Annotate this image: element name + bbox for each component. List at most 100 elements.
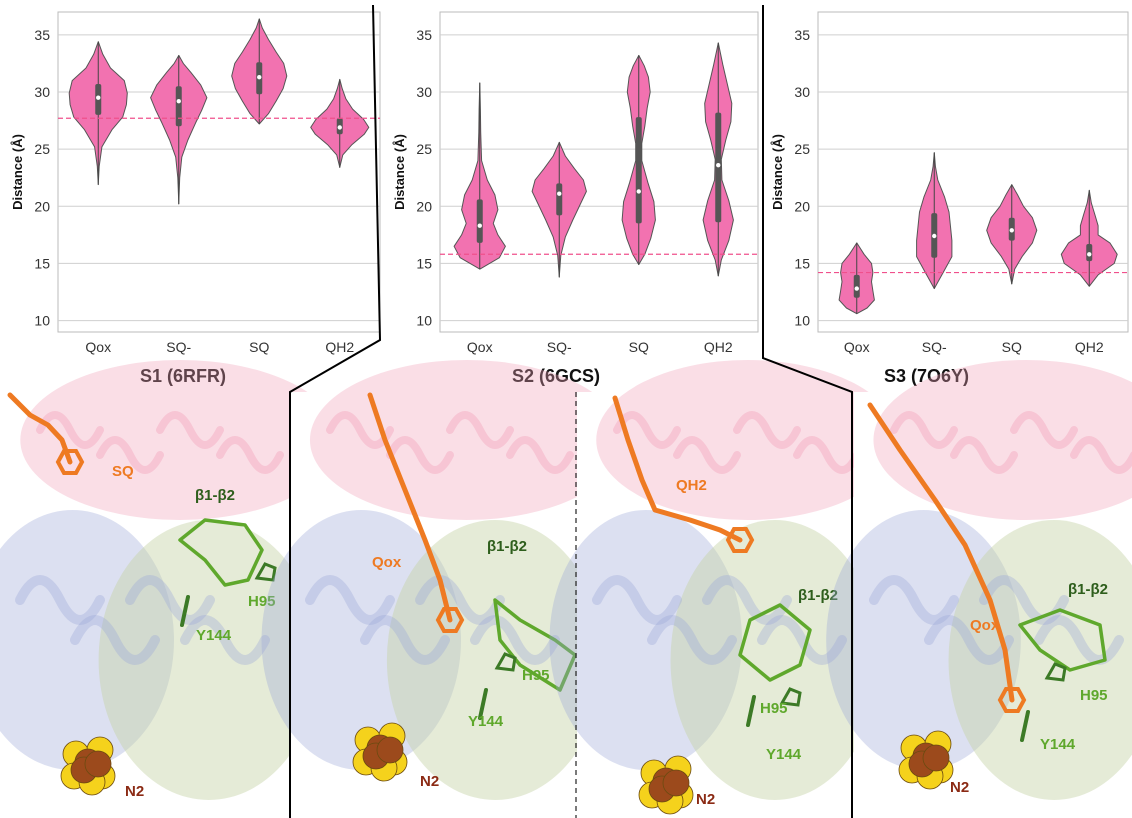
helix-ribbon	[702, 575, 792, 625]
loop-label: β1-β2	[195, 487, 235, 504]
chain-pink-region	[309, 360, 624, 520]
quinone-stick	[7, 392, 73, 465]
x-tick-label: QH2	[704, 339, 733, 355]
helix-ribbon	[924, 615, 1014, 665]
violin-panel-3: 10 15 20 25 30 35 Distance (Å) Qox SQ- SQ QH2 S3 (7…	[770, 11, 1129, 386]
residue-label-y144: Y144	[468, 713, 504, 730]
helix-ribbon	[1070, 436, 1132, 474]
x-tick-label: SQ-	[547, 339, 572, 355]
separator-left	[289, 4, 382, 818]
y-axis-label: Distance (Å)	[770, 134, 785, 210]
y-tick-label: 30	[416, 84, 432, 100]
helix-ribbon	[1034, 615, 1124, 665]
structure-panel-2: Qox β1-β2 H95 Y144 N2	[261, 360, 624, 818]
violin-iqr-box	[715, 112, 722, 223]
helix-ribbon	[613, 411, 681, 449]
y-tick-label: 20	[794, 198, 810, 214]
structure-bg	[290, 392, 575, 818]
chain-green-region	[670, 520, 880, 800]
residue-label-h95: H95	[248, 593, 276, 610]
chain-green-region	[98, 520, 319, 800]
x-tick-label: QH2	[325, 339, 354, 355]
y144-sidechain	[478, 688, 488, 720]
h95-sidechain	[779, 687, 802, 707]
chain-blue-region	[261, 510, 461, 770]
violin-plots: 10 15 20 25 30 35 Distance (Å) Qox SQ- SQ QH2 S1 (6…	[10, 11, 1129, 386]
residue-label-y144: Y144	[766, 746, 802, 763]
helix-ribbon	[470, 615, 560, 665]
violin-median-dot	[337, 125, 342, 130]
panel-title: S1 (6RFR)	[140, 366, 226, 386]
violin-median-dot	[96, 95, 101, 100]
helix-ribbon	[360, 615, 450, 665]
x-tick-label: Qox	[467, 339, 493, 355]
helix-ribbon	[446, 411, 514, 449]
y-tick-label: 10	[34, 313, 50, 329]
x-tick-label: Qox	[844, 339, 870, 355]
cluster-label-n2: N2	[950, 779, 969, 796]
violin-median-dot	[176, 98, 181, 104]
beta1-beta2-loop	[178, 518, 264, 587]
helix-ribbon	[386, 436, 454, 474]
quinone-ring	[55, 449, 85, 475]
helix-ribbon	[506, 436, 574, 474]
helix-ribbon	[950, 436, 1018, 474]
panel-separators	[289, 4, 853, 818]
chain-green-region	[948, 520, 1132, 800]
panel-title: S2 (6GCS)	[512, 366, 600, 386]
helix-ribbon	[869, 575, 959, 625]
beta1-beta2-loop	[1018, 608, 1107, 672]
y144-sidechain	[1020, 710, 1030, 742]
y-tick-label: 25	[794, 141, 810, 157]
helix-ribbon	[180, 615, 270, 665]
violin-median-dot	[854, 286, 859, 291]
structure-bg	[577, 392, 852, 818]
fes-cluster-atom	[84, 750, 112, 778]
fes-cluster-atom	[662, 769, 690, 797]
fes-cluster-atom	[922, 744, 950, 772]
residue-label-h95: H95	[1080, 687, 1108, 704]
y-tick-label: 35	[416, 27, 432, 43]
quinone-ring	[435, 607, 465, 633]
chain-pink-region	[20, 360, 340, 520]
violin-panel-2: 10 15 20 25 30 35 Distance (Å) Qox SQ- SQ QH2 S2 (6…	[392, 11, 759, 386]
helix-ribbon	[793, 436, 861, 474]
residue-label-h95: H95	[760, 700, 788, 717]
helix-ribbon	[216, 436, 284, 474]
ligand-label: Qox	[970, 617, 1000, 634]
fes-cluster-atom	[376, 736, 404, 764]
residue-label-h95: H95	[522, 667, 550, 684]
helix-ribbon	[647, 615, 737, 665]
y144-sidechain	[746, 695, 756, 727]
x-tick-label: SQ-	[166, 339, 191, 355]
panel-title: S3 (7O6Y)	[884, 366, 969, 386]
y-axis-label: Distance (Å)	[392, 134, 407, 210]
helix-ribbon	[96, 436, 164, 474]
violin-iqr-box	[556, 183, 563, 216]
chain-blue-region	[0, 510, 174, 770]
x-tick-label: SQ-	[922, 339, 947, 355]
violin-panel-1: 10 15 20 25 30 35 Distance (Å) Qox SQ- SQ QH2 S1 (6…	[10, 11, 381, 386]
violin-iqr-box	[476, 199, 483, 243]
y-tick-label: 35	[34, 27, 50, 43]
violin-median-dot	[932, 233, 937, 239]
y-tick-label: 20	[34, 198, 50, 214]
cluster-label-n2: N2	[125, 783, 144, 800]
y-tick-label: 15	[34, 255, 50, 271]
violin-median-dot	[1009, 228, 1014, 233]
violin-median-dot	[557, 191, 562, 196]
x-tick-label: SQ	[629, 339, 649, 355]
y-axis-label: Distance (Å)	[10, 134, 25, 210]
ligand-label: Qox	[372, 554, 402, 571]
chain-pink-region	[873, 360, 1132, 520]
helix-ribbon	[979, 575, 1069, 625]
x-tick-label: SQ	[249, 339, 269, 355]
helix-ribbon	[673, 436, 741, 474]
x-tick-label: SQ	[1002, 339, 1022, 355]
quinone-stick	[612, 395, 743, 543]
helix-ribbon	[890, 411, 958, 449]
y144-sidechain	[180, 595, 190, 627]
helix-ribbon	[733, 411, 801, 449]
loop-label: β1-β2	[487, 538, 527, 555]
x-tick-label: Qox	[85, 339, 111, 355]
